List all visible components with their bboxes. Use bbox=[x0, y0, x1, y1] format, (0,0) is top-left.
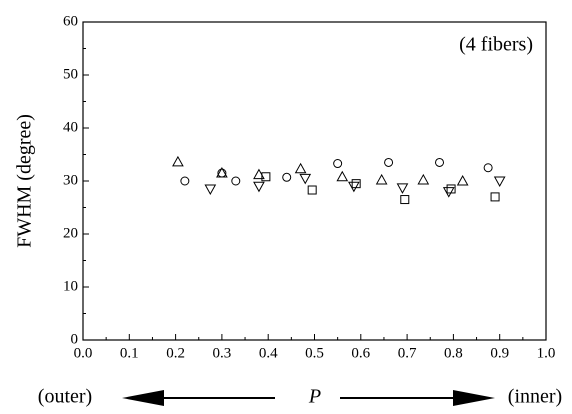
arrow-left-head bbox=[122, 390, 164, 406]
x-tick-label: 0.1 bbox=[120, 345, 139, 361]
point bbox=[261, 172, 271, 182]
point bbox=[417, 173, 430, 185]
point bbox=[253, 168, 265, 180]
point bbox=[493, 176, 506, 188]
point bbox=[483, 163, 493, 173]
y-tick-label: 10 bbox=[63, 278, 78, 294]
y-tick-label: 0 bbox=[71, 331, 79, 347]
x-tick-label: 0.0 bbox=[74, 345, 93, 361]
y-tick-label: 60 bbox=[63, 13, 78, 29]
point bbox=[435, 157, 445, 167]
point bbox=[456, 174, 469, 186]
point bbox=[384, 157, 394, 167]
y-tick-label: 40 bbox=[63, 119, 78, 135]
x-tick-label: 0.4 bbox=[259, 345, 278, 361]
point bbox=[299, 173, 312, 185]
point bbox=[307, 185, 317, 195]
point bbox=[180, 176, 190, 186]
plot-frame bbox=[82, 21, 547, 341]
point bbox=[446, 184, 456, 194]
x-tick-label: 0.5 bbox=[305, 345, 324, 361]
point bbox=[253, 181, 265, 193]
point bbox=[333, 159, 343, 169]
point bbox=[231, 176, 241, 186]
x-tick-label: 1.0 bbox=[537, 345, 556, 361]
x-right-label: (inner) bbox=[508, 386, 562, 408]
x-axis-label: P bbox=[308, 386, 321, 408]
x-tick-label: 0.8 bbox=[444, 345, 463, 361]
x-tick-label: 0.9 bbox=[490, 345, 509, 361]
y-tick-label: 20 bbox=[63, 225, 78, 241]
x-tick-label: 0.6 bbox=[351, 345, 370, 361]
point bbox=[396, 183, 409, 194]
point bbox=[282, 172, 292, 182]
point bbox=[351, 179, 361, 189]
arrow-right-head bbox=[453, 390, 495, 406]
x-tick-label: 0.3 bbox=[213, 345, 232, 361]
x-left-label: (outer) bbox=[38, 386, 92, 408]
x-tick-label: 0.7 bbox=[398, 345, 417, 361]
point bbox=[400, 195, 410, 205]
annotation: (4 fibers) bbox=[459, 34, 533, 56]
point bbox=[204, 184, 217, 195]
y-axis-label: FWHM (degree) bbox=[14, 114, 36, 248]
y-tick-label: 50 bbox=[63, 66, 78, 82]
point bbox=[172, 155, 184, 167]
point bbox=[216, 167, 228, 178]
point bbox=[348, 181, 360, 193]
point bbox=[294, 162, 307, 174]
y-tick-label: 30 bbox=[63, 172, 78, 188]
x-tick-label: 0.2 bbox=[166, 345, 185, 361]
point bbox=[490, 192, 500, 202]
point bbox=[375, 173, 388, 185]
point bbox=[442, 187, 455, 198]
point bbox=[336, 170, 349, 182]
